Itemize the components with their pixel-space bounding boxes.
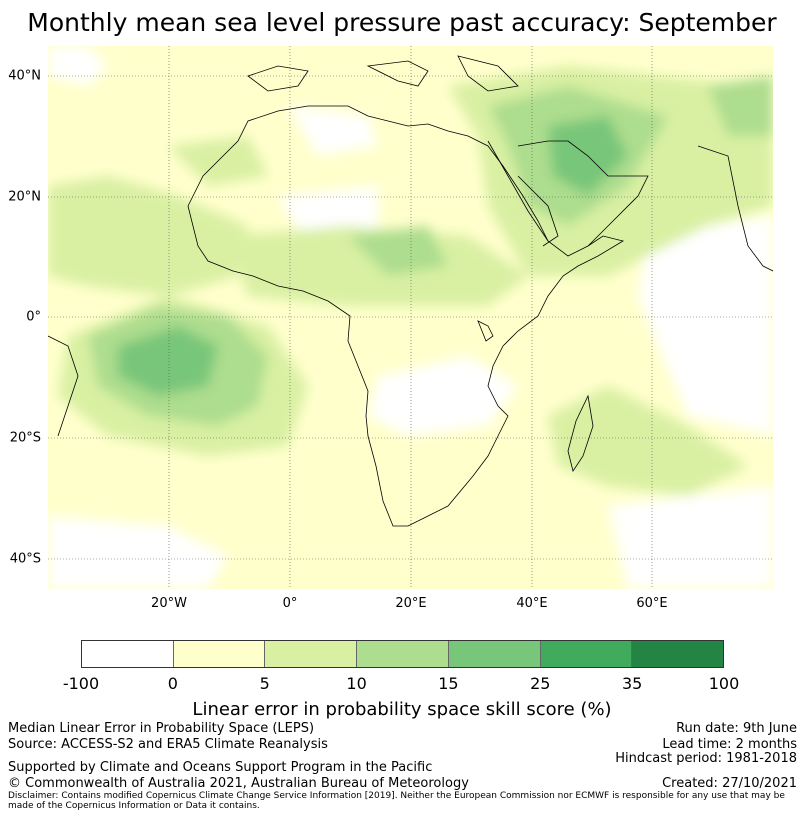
lat-label-20s: 20°S	[9, 430, 41, 446]
footer-support: Supported by Climate and Oceans Support …	[8, 760, 433, 775]
lon-label-60e: 60°E	[636, 596, 668, 611]
footer-leps: Median Linear Error in Probability Space…	[8, 721, 315, 736]
colorbar-tick-label: 35	[621, 674, 643, 693]
footer-lead-time: Lead time: 2 months	[662, 737, 797, 752]
skill-map	[48, 46, 773, 589]
colorbar-tick-label: 10	[346, 674, 367, 693]
colorbar-tick-label: 5	[259, 674, 270, 693]
colorbar-tick-label: 15	[438, 674, 459, 693]
coastlines	[48, 55, 773, 527]
colorbar-tick-label: 100	[708, 674, 740, 693]
colorbar-tick-label: 25	[530, 674, 551, 693]
lon-label-40e: 40°E	[516, 596, 548, 611]
footer-source: Source: ACCESS-S2 and ERA5 Climate Reana…	[8, 737, 328, 752]
colorbar-segment	[448, 641, 541, 667]
colorbar-segment	[173, 641, 266, 667]
colorbar-segment	[82, 641, 174, 667]
colorbar-tick-label: 0	[167, 674, 178, 693]
lon-label-20w: 20°W	[151, 596, 187, 611]
map-canvas	[48, 46, 773, 589]
lat-label-40s: 40°S	[9, 551, 41, 567]
colorbar-tick-label: -100	[62, 674, 100, 693]
colorbar-label: Linear error in probability space skill …	[192, 699, 612, 720]
lat-label-0: 0°	[26, 309, 41, 325]
lat-label-20n: 20°N	[8, 189, 41, 205]
lat-label-40n: 40°N	[8, 68, 41, 84]
colorbar	[81, 640, 724, 668]
map-title: Monthly mean sea level pressure past acc…	[27, 8, 777, 37]
colorbar-segment	[632, 641, 724, 667]
graticule	[48, 46, 773, 589]
footer-copyright: © Commonwealth of Australia 2021, Austra…	[8, 776, 469, 791]
footer-hindcast: Hindcast period: 1981-2018	[615, 751, 797, 766]
colorbar-segment	[265, 641, 358, 667]
colorbar-segment	[540, 641, 633, 667]
lon-label-0: 0°	[282, 596, 298, 611]
footer-created: Created: 27/10/2021	[662, 776, 797, 791]
colorbar-segment	[357, 641, 449, 667]
footer-disclaimer: Disclaimer: Contains modified Copernicus…	[8, 791, 785, 811]
footer-run-date: Run date: 9th June	[676, 721, 797, 736]
lon-label-20e: 20°E	[395, 596, 427, 611]
